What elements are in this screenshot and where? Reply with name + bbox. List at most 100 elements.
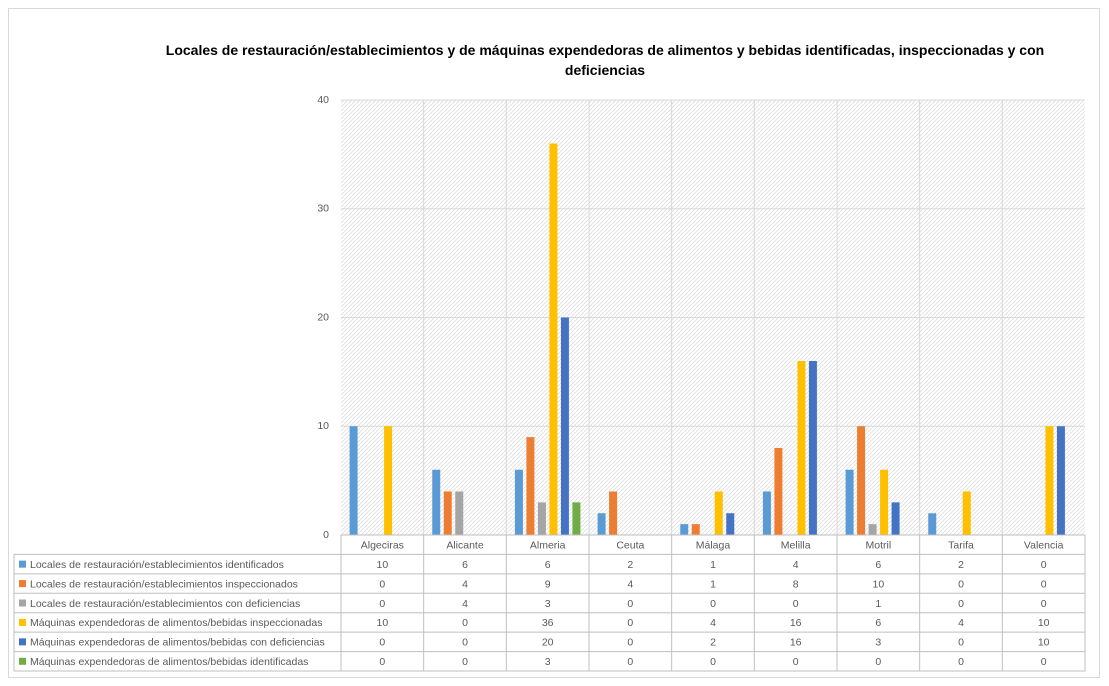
table-value: 4 — [627, 578, 633, 590]
table-value: 0 — [1041, 656, 1047, 668]
bar — [432, 469, 441, 535]
legend-label: Locales de restauración/establecimientos… — [30, 559, 284, 571]
table-value: 9 — [545, 578, 551, 590]
legend-key — [19, 599, 26, 607]
table-value: 4 — [958, 617, 964, 629]
table-value: 0 — [379, 637, 385, 649]
legend-key — [19, 580, 26, 588]
bar — [726, 513, 735, 535]
table-value: 0 — [627, 617, 633, 629]
table-value: 0 — [627, 637, 633, 649]
x-tick-label: Algeciras — [361, 539, 404, 551]
bar — [572, 502, 581, 535]
table-value: 4 — [462, 578, 468, 590]
bar — [691, 524, 700, 535]
legend-label: Locales de restauración/establecimientos… — [30, 578, 298, 590]
legend-label: Máquinas expendedoras de alimentos/bebid… — [30, 617, 322, 629]
table-value: 10 — [1038, 617, 1050, 629]
table-value: 6 — [462, 559, 468, 571]
legend-key — [19, 560, 26, 568]
table-value: 10 — [376, 617, 388, 629]
table-value: 8 — [793, 578, 799, 590]
bar — [349, 426, 358, 535]
bar — [962, 491, 971, 535]
table-value: 0 — [627, 656, 633, 668]
table-value: 20 — [542, 637, 554, 649]
bar — [808, 361, 817, 535]
table-value: 1 — [710, 578, 716, 590]
legend-key — [19, 638, 26, 646]
table-value: 0 — [379, 598, 385, 610]
table-value: 3 — [875, 637, 881, 649]
table-value: 0 — [710, 656, 716, 668]
table-value: 36 — [542, 617, 554, 629]
table-value: 0 — [875, 656, 881, 668]
bar — [1045, 426, 1054, 535]
table-value: 4 — [793, 559, 799, 571]
bar — [455, 491, 464, 535]
table-value: 0 — [462, 656, 468, 668]
table-value: 6 — [875, 617, 881, 629]
table-value: 16 — [790, 637, 802, 649]
y-tick-label: 20 — [317, 311, 329, 323]
bar — [762, 491, 771, 535]
legend-label: Locales de restauración/establecimientos… — [30, 598, 300, 610]
table-value: 10 — [376, 559, 388, 571]
bar — [868, 524, 877, 535]
bar — [549, 143, 558, 535]
bar — [774, 448, 783, 535]
x-tick-label: Motril — [865, 539, 891, 551]
bar — [680, 524, 689, 535]
table-value: 0 — [958, 637, 964, 649]
chart-title: Locales de restauración/establecimientos… — [165, 42, 1045, 78]
x-tick-label: Alicante — [446, 539, 484, 551]
table-value: 0 — [793, 598, 799, 610]
table-value: 3 — [545, 598, 551, 610]
table-value: 16 — [790, 617, 802, 629]
table-value: 6 — [875, 559, 881, 571]
legend-label: Máquinas expendedoras de alimentos/bebid… — [30, 637, 325, 649]
table-value: 0 — [958, 598, 964, 610]
x-tick-label: Ceuta — [616, 539, 644, 551]
bar — [857, 426, 866, 535]
y-tick-label: 40 — [317, 94, 329, 106]
x-tick-label: Málaga — [696, 539, 731, 551]
bar — [384, 426, 393, 535]
table-value: 0 — [1041, 578, 1047, 590]
table-value: 3 — [545, 656, 551, 668]
bar — [714, 491, 723, 535]
table-value: 6 — [545, 559, 551, 571]
bar — [1056, 426, 1065, 535]
table-value: 0 — [462, 617, 468, 629]
table-value: 0 — [1041, 598, 1047, 610]
legend-label: Máquinas expendedoras de alimentos/bebid… — [30, 656, 308, 668]
x-tick-label: Tarifa — [948, 539, 974, 551]
table-value: 1 — [875, 598, 881, 610]
table-value: 2 — [627, 559, 633, 571]
table-value: 0 — [379, 656, 385, 668]
table-value: 0 — [462, 637, 468, 649]
bar — [891, 502, 900, 535]
bar — [880, 469, 889, 535]
x-tick-label: Melilla — [781, 539, 811, 551]
table-value: 4 — [710, 617, 716, 629]
table-value: 0 — [379, 578, 385, 590]
legend-key — [19, 657, 26, 665]
table-value: 0 — [958, 578, 964, 590]
legend-key — [19, 618, 26, 626]
table-value: 0 — [1041, 559, 1047, 571]
bar — [537, 502, 546, 535]
bar — [845, 469, 854, 535]
table-value: 2 — [958, 559, 964, 571]
bar — [597, 513, 606, 535]
table-value: 0 — [958, 656, 964, 668]
table-value: 0 — [710, 598, 716, 610]
bar — [609, 491, 618, 535]
table-value: 10 — [1038, 637, 1050, 649]
chart-frame — [8, 8, 1100, 678]
table-value: 0 — [627, 598, 633, 610]
table-value: 2 — [710, 637, 716, 649]
bar — [443, 491, 452, 535]
